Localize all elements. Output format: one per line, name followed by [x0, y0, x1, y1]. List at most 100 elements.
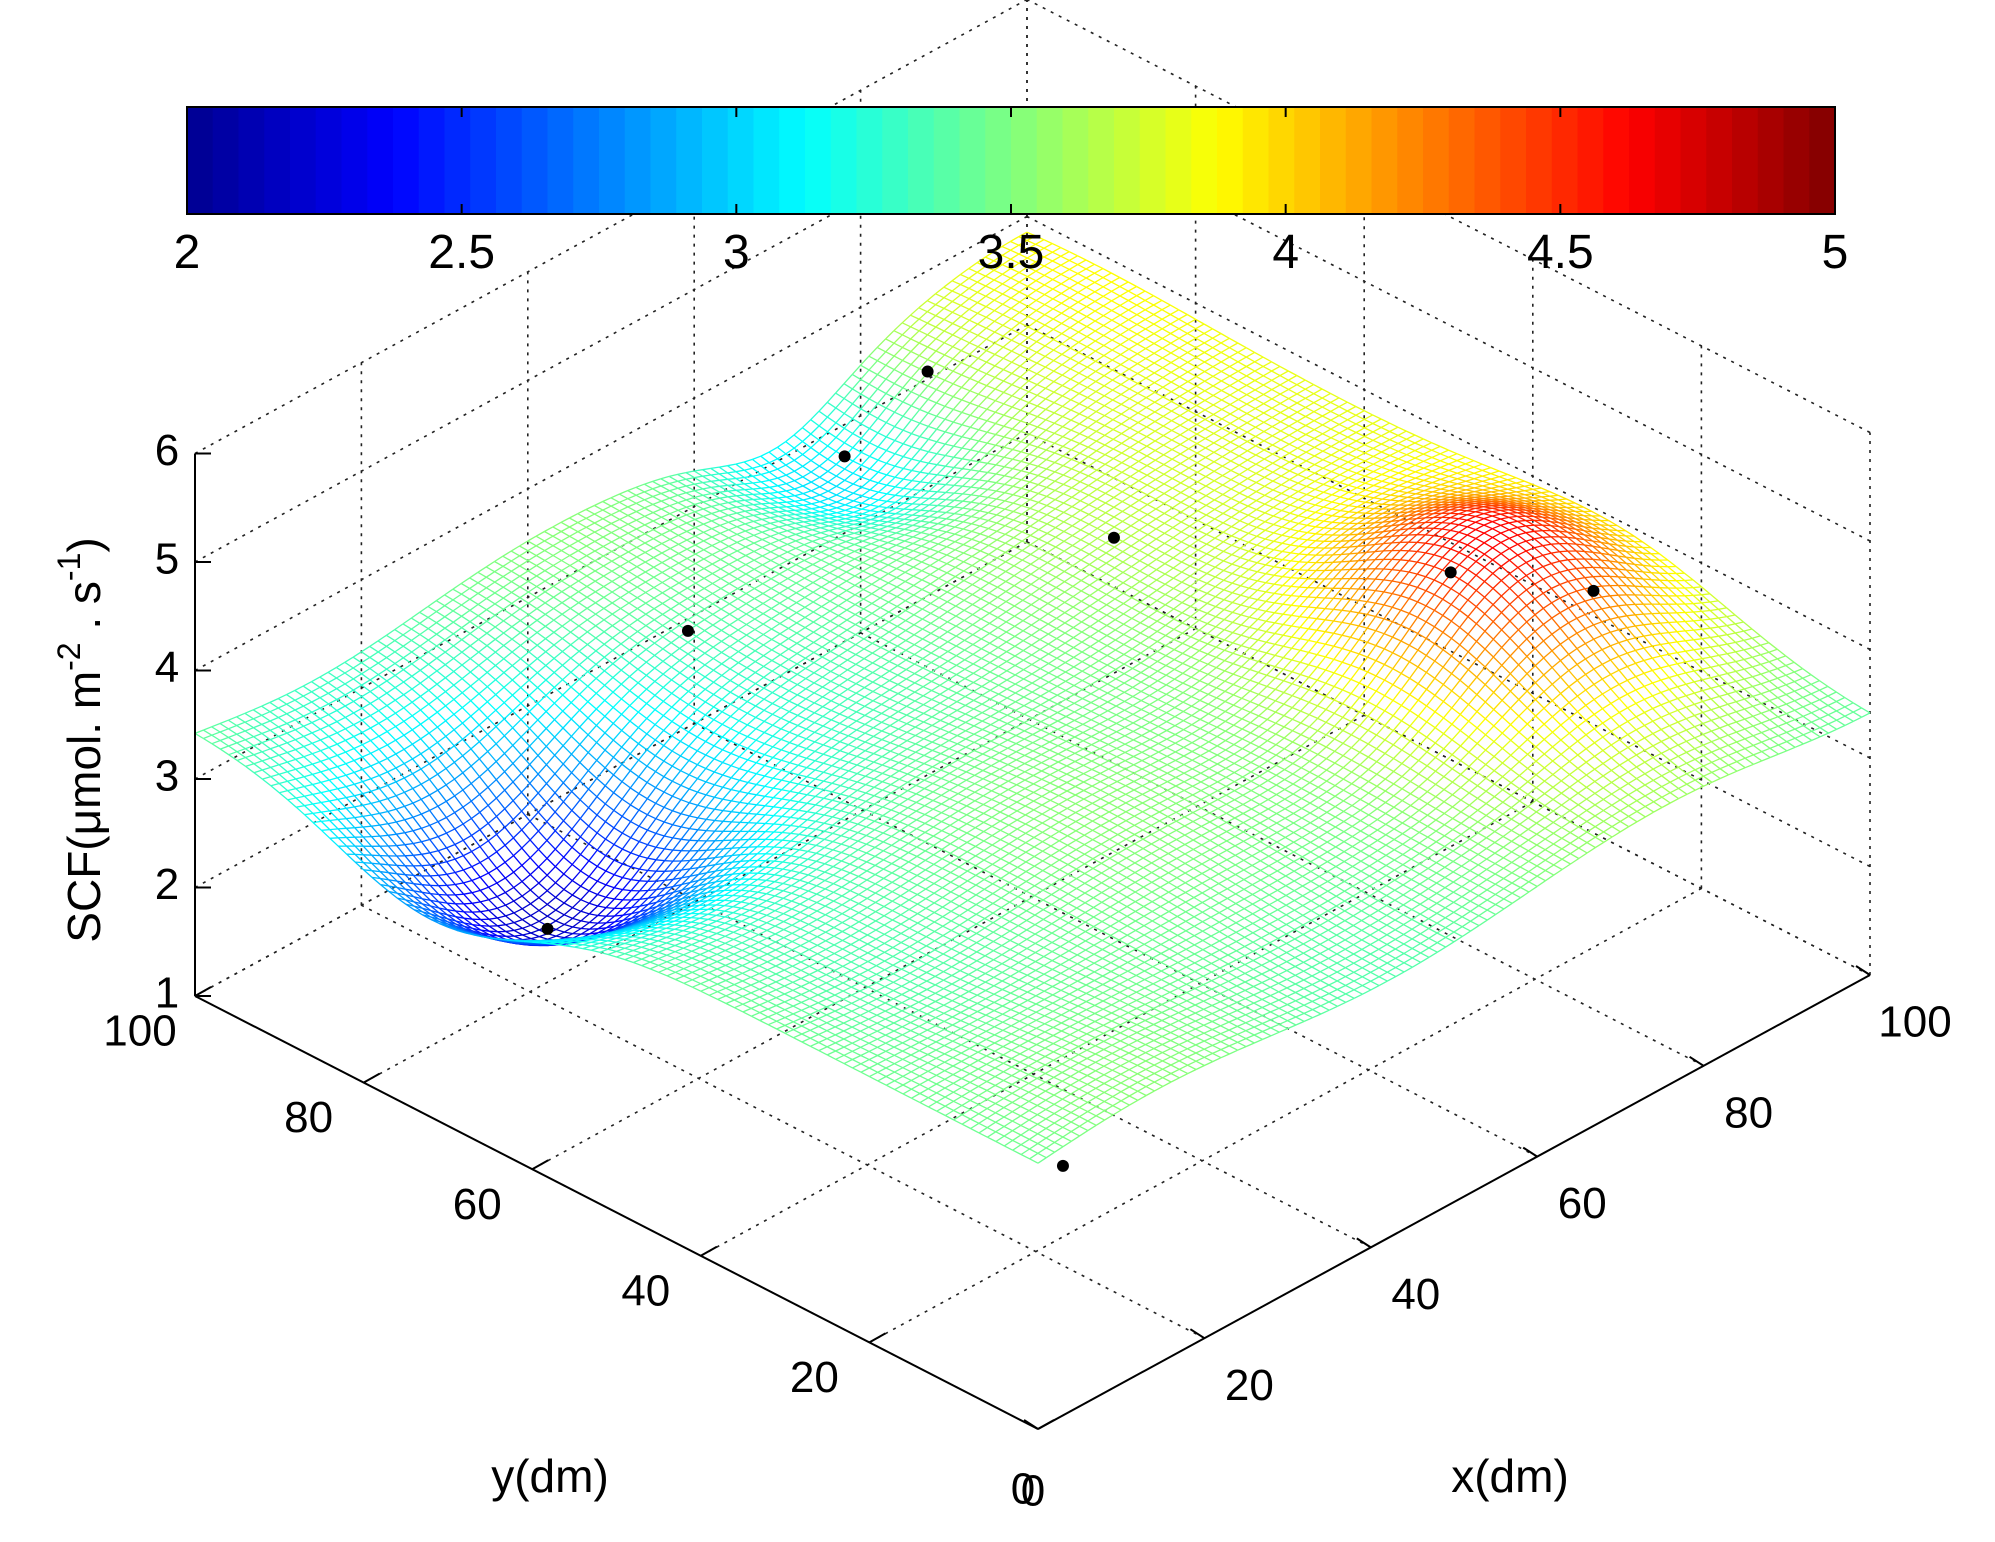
- mesh-line: [1196, 353, 1204, 358]
- mesh-line: [980, 490, 988, 497]
- mesh-line: [1181, 458, 1189, 463]
- mesh-line: [1423, 450, 1431, 454]
- mesh-line: [854, 538, 862, 541]
- mesh-line: [936, 305, 944, 309]
- mesh-line: [1255, 413, 1263, 418]
- mesh-line: [979, 406, 987, 409]
- mesh-line: [1290, 497, 1298, 500]
- mesh-line: [1407, 451, 1415, 455]
- mesh-line: [887, 514, 895, 518]
- mesh-line: [753, 482, 761, 483]
- mesh-line: [979, 397, 987, 406]
- mesh-line: [919, 312, 927, 319]
- mesh-line: [838, 548, 846, 552]
- mesh-line: [1037, 346, 1045, 352]
- mesh-line: [745, 515, 753, 517]
- mesh-line: [844, 404, 852, 414]
- mesh-line: [1314, 385, 1322, 389]
- mesh-line: [1097, 451, 1106, 455]
- mesh-line: [678, 479, 686, 481]
- mesh-line: [771, 552, 780, 556]
- mesh-line: [879, 485, 887, 492]
- mesh-line: [905, 582, 913, 586]
- mesh-line: [1357, 501, 1365, 503]
- mesh-line: [1138, 417, 1146, 422]
- mesh-line: [1055, 512, 1063, 518]
- mesh-line: [1156, 519, 1164, 523]
- mesh-line: [1044, 261, 1052, 266]
- mesh-line: [586, 510, 595, 515]
- mesh-line: [1164, 450, 1172, 455]
- mesh-line: [1187, 329, 1195, 334]
- mesh-line: [1046, 440, 1054, 443]
- mesh-line: [679, 563, 687, 568]
- mesh-line: [1079, 398, 1087, 404]
- mesh-line: [997, 549, 1005, 553]
- mesh-line: [971, 511, 979, 517]
- mesh-line: [1105, 478, 1113, 484]
- mesh-line: [737, 524, 745, 527]
- mesh-line: [1256, 464, 1265, 468]
- mesh-line: [795, 477, 803, 481]
- mesh-line: [1071, 400, 1079, 404]
- mesh-line: [928, 360, 936, 364]
- mesh-line: [1045, 319, 1053, 325]
- mesh-line: [1155, 412, 1163, 416]
- mesh-line: [661, 484, 669, 487]
- mesh-line: [1139, 520, 1148, 524]
- mesh-line: [1165, 554, 1174, 558]
- mesh-line: [1072, 526, 1081, 530]
- mesh-line: [811, 482, 820, 487]
- mesh-line: [745, 531, 754, 535]
- mesh-line: [911, 343, 919, 352]
- mesh-line: [1104, 406, 1112, 410]
- mesh-line: [945, 397, 953, 407]
- mesh-line: [827, 417, 836, 423]
- mesh-line: [1273, 499, 1281, 502]
- mesh-line: [777, 447, 785, 454]
- mesh-line: [1048, 563, 1056, 567]
- mesh-line: [1239, 423, 1247, 428]
- mesh-line: [786, 475, 794, 481]
- mesh-line: [653, 513, 662, 518]
- mesh-line: [1062, 390, 1070, 396]
- mesh-line: [871, 512, 879, 516]
- mesh-line: [1146, 339, 1154, 344]
- mesh-line: [979, 430, 988, 432]
- mesh-line: [1056, 522, 1064, 528]
- mesh-line: [1164, 465, 1172, 469]
- mesh-line: [1087, 311, 1095, 316]
- mesh-line: [905, 555, 914, 558]
- mesh-line: [786, 460, 794, 465]
- mesh-line: [1130, 477, 1138, 481]
- mesh-line: [986, 290, 994, 296]
- mesh-line: [1003, 370, 1011, 374]
- mesh-line: [745, 521, 753, 524]
- mesh-line: [636, 500, 644, 504]
- mesh-line: [871, 528, 879, 530]
- mesh-line: [520, 576, 528, 581]
- mesh-line: [1155, 441, 1163, 445]
- mesh-line: [1044, 257, 1052, 261]
- mesh-line: [762, 532, 770, 536]
- mesh-line: [1062, 338, 1070, 344]
- mesh-line: [737, 556, 745, 560]
- mesh-line: [754, 528, 762, 532]
- mesh-line: [829, 552, 837, 556]
- mesh-line: [1072, 459, 1080, 462]
- mesh-line: [1249, 545, 1257, 551]
- mesh-line: [1223, 499, 1231, 504]
- mesh-line: [1314, 398, 1322, 403]
- mesh-line: [1332, 502, 1340, 504]
- mesh-line: [1373, 419, 1381, 424]
- mesh-line: [661, 501, 669, 506]
- mesh-line: [1097, 503, 1105, 509]
- mesh-line: [1163, 372, 1171, 377]
- mesh-line: [1106, 553, 1114, 558]
- mesh-line: [1044, 270, 1052, 275]
- mesh-line: [986, 286, 995, 290]
- mesh-line: [1071, 410, 1079, 414]
- mesh-line: [686, 500, 695, 505]
- mesh-line: [995, 315, 1003, 322]
- mesh-line: [995, 401, 1003, 404]
